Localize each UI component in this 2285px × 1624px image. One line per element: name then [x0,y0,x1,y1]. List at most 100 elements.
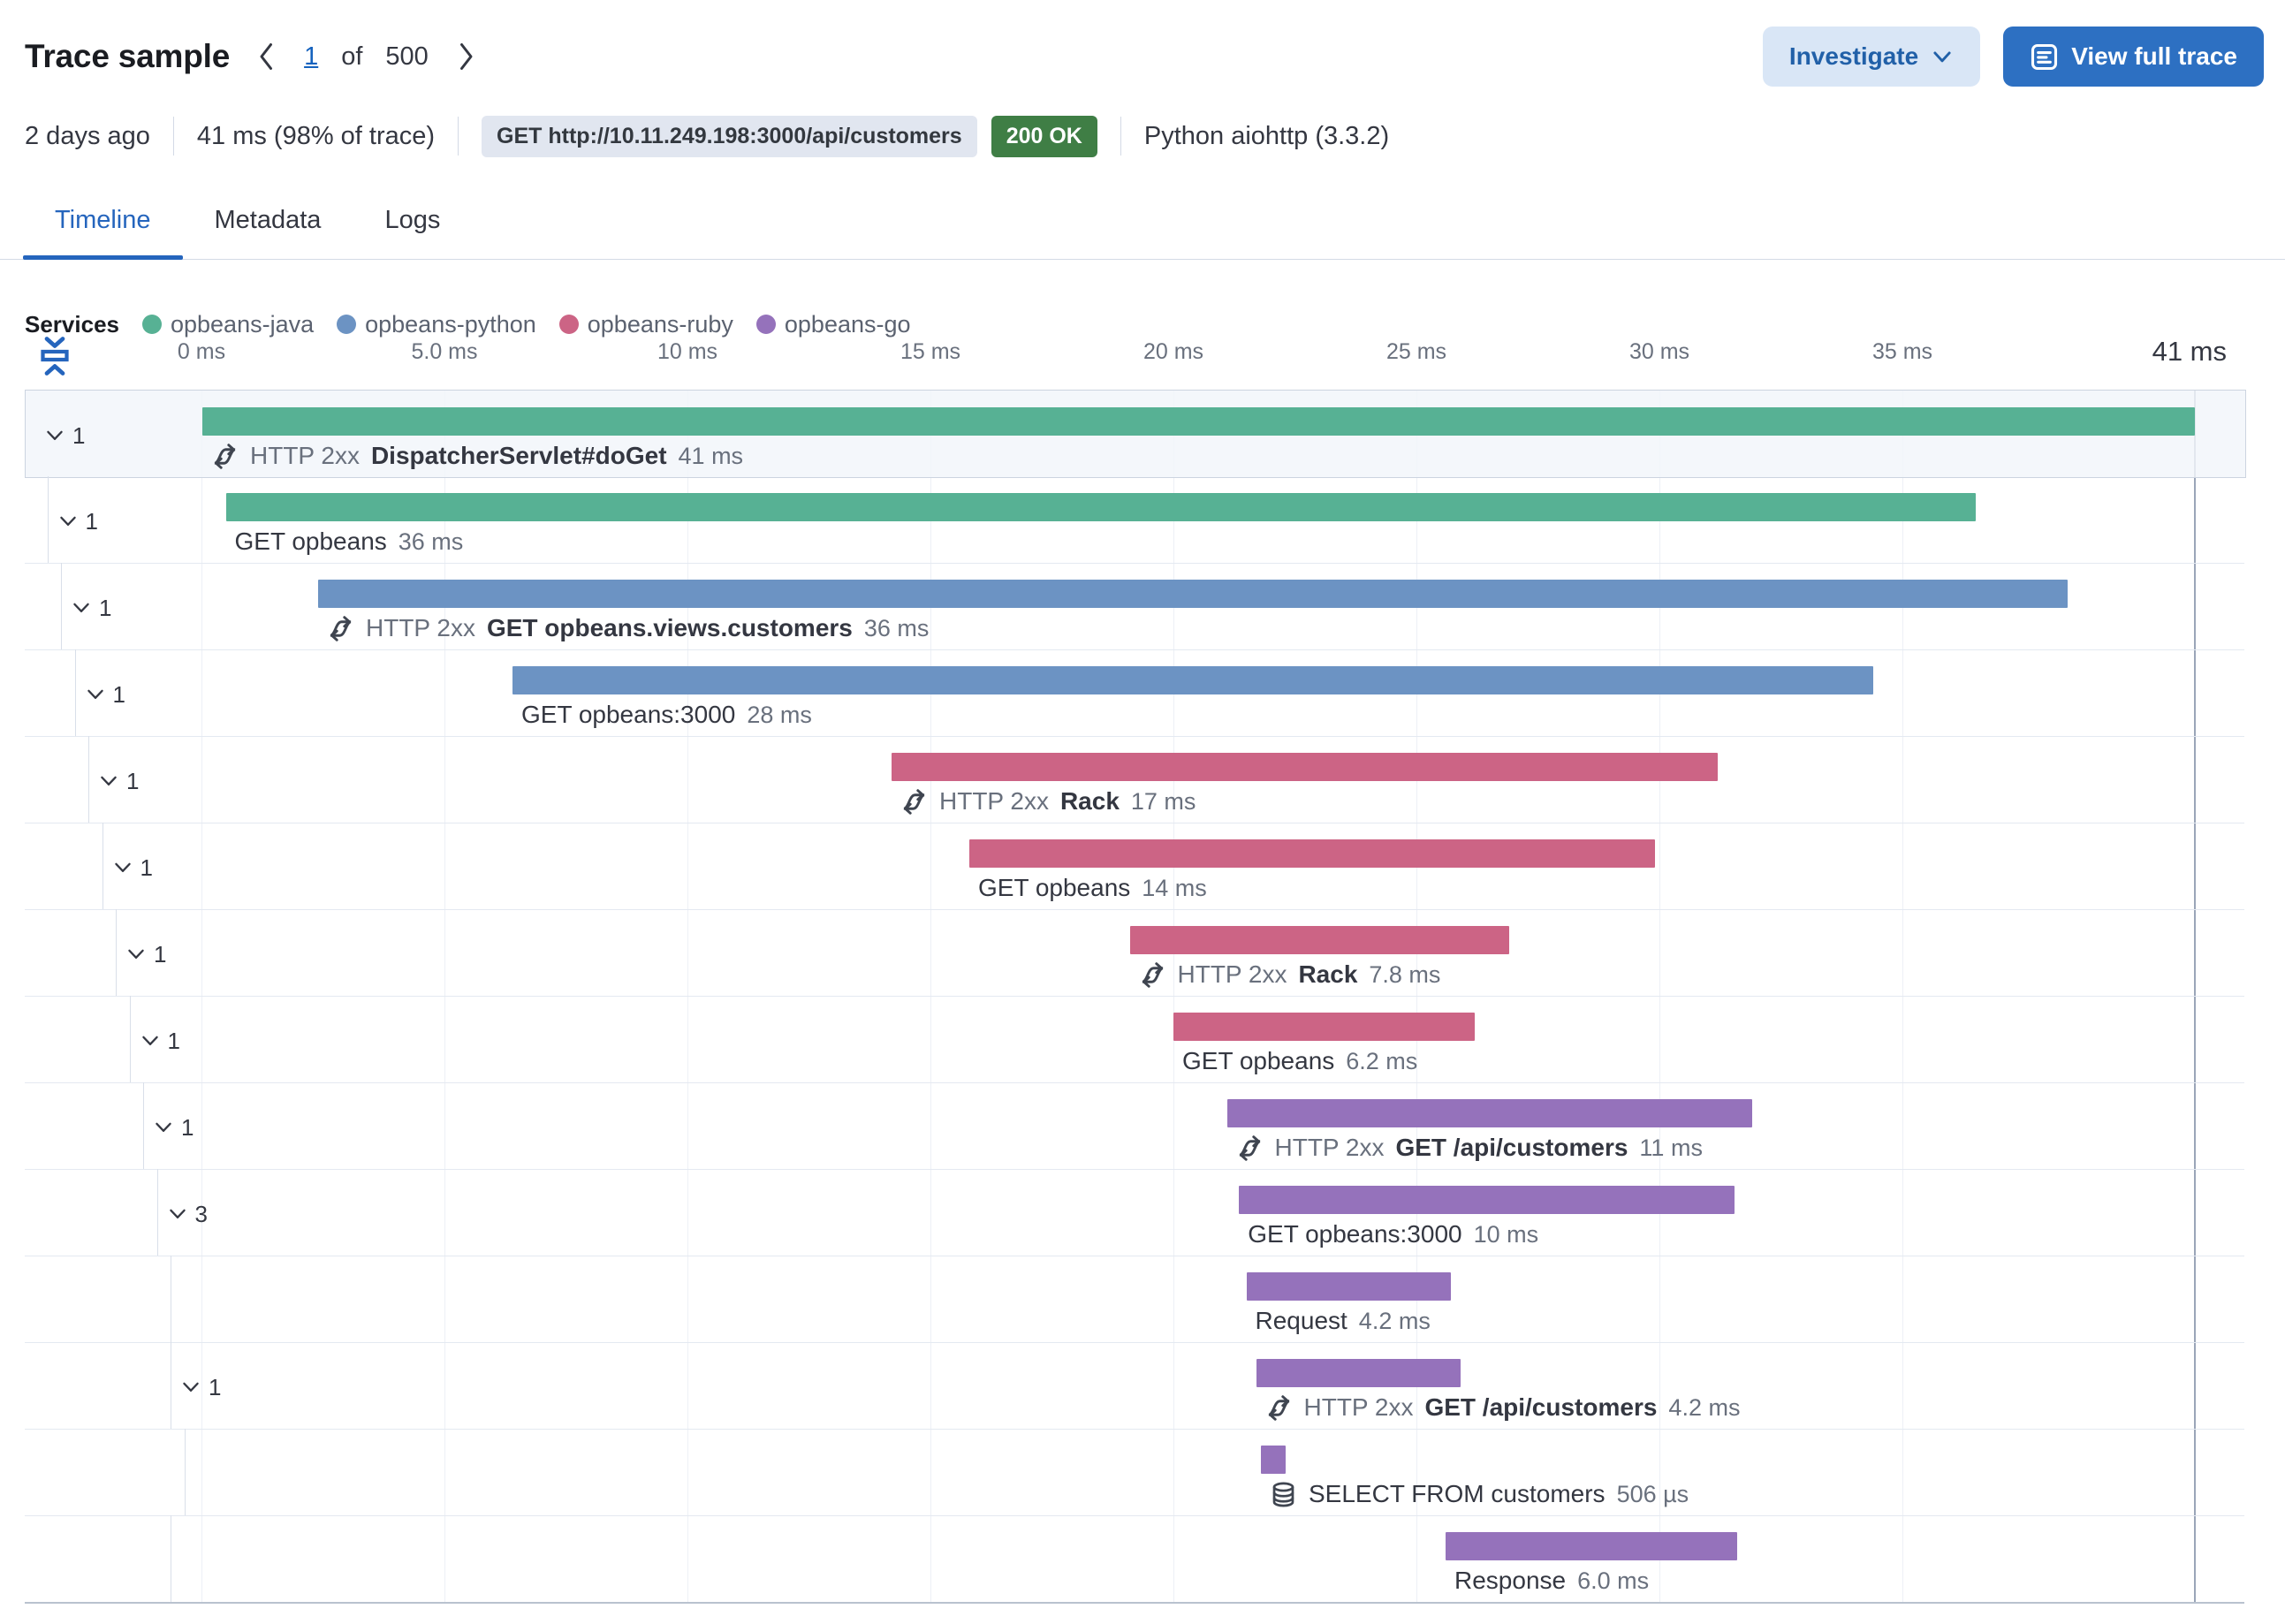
accordion-toggle[interactable]: 1 [86,676,125,713]
span-bar[interactable] [1226,1099,1752,1127]
span-label[interactable]: GET opbeans 36 ms [235,526,464,558]
pagination-current[interactable]: 1 [304,42,319,71]
transaction-merge-icon [1238,1135,1261,1161]
chevron-down-icon [59,516,76,527]
span-label[interactable]: HTTP 2xx Rack 17 ms [900,785,1196,817]
accordion-toggle[interactable]: 1 [72,589,111,626]
chevron-down-icon [101,776,117,786]
span-label[interactable]: GET opbeans 14 ms [978,872,1207,904]
transaction-merge-icon [903,788,925,815]
tab-timeline[interactable]: Timeline [23,182,183,260]
span-duration: 506 µs [1616,1480,1689,1507]
indent-guide [184,1429,186,1515]
span-label[interactable]: GET opbeans:3000 28 ms [521,699,812,731]
span-label[interactable]: HTTP 2xx GET /api/customers 11 ms [1236,1132,1703,1164]
trace-duration: 41 ms (98% of trace) [196,121,436,150]
span-name: GET opbeans [1182,1047,1335,1074]
indent-guide [156,1169,158,1256]
investigate-button[interactable]: Investigate [1762,27,1981,87]
span-bar[interactable] [969,839,1655,868]
accordion-toggle[interactable]: 1 [113,849,153,886]
tab-metadata[interactable]: Metadata [183,182,353,259]
accordion-toggle[interactable]: 1 [45,417,85,454]
accordion-toggle[interactable]: 1 [154,1109,194,1146]
span-bar[interactable] [1261,1446,1286,1474]
span-label[interactable]: SELECT FROM customers 506 µs [1270,1478,1689,1510]
legend-item-label: opbeans-java [170,310,315,338]
children-count: 1 [167,1027,180,1054]
span-bar[interactable] [318,580,2068,608]
span-label[interactable]: GET opbeans 6.2 ms [1182,1045,1417,1077]
status-code-badge: 200 OK [991,115,1097,157]
header: Trace sample 1 of 500 Investigate View [25,21,2264,92]
axis-tick: 0 ms [177,339,226,364]
span-bar[interactable] [1239,1186,1735,1214]
indent-guide [47,476,49,563]
span-bar[interactable] [892,753,1718,781]
axis-tick: 35 ms [1871,339,1933,364]
span-label[interactable]: GET opbeans:3000 10 ms [1248,1218,1538,1250]
accordion-toggle[interactable]: 1 [126,936,166,973]
transaction-result: HTTP 2xx [1274,1134,1385,1161]
span-label[interactable]: Request 4.2 ms [1256,1305,1431,1337]
accordion-toggle[interactable]: 1 [58,503,98,540]
accordion-toggle[interactable]: 1 [99,763,139,800]
span-label[interactable]: HTTP 2xx Rack 7.8 ms [1139,959,1440,990]
span-bar[interactable] [1256,1359,1461,1387]
children-count: 1 [99,594,112,621]
legend-item-label: opbeans-python [365,310,536,338]
time-axis: 41 ms 0 ms 5.0 ms 10 ms 15 ms 20 ms 25 ms 30 m… [0,332,2285,382]
span-bar[interactable] [202,407,2195,436]
chevron-left-icon [260,43,273,70]
accordion-toggle[interactable]: 3 [168,1195,208,1233]
span-label[interactable]: HTTP 2xx GET /api/customers 4.2 ms [1265,1392,1740,1423]
accordion-toggle[interactable]: 1 [140,1022,180,1059]
prev-trace-button[interactable] [253,37,281,76]
transaction-result: HTTP 2xx [939,787,1049,815]
span-bar[interactable] [1173,1013,1475,1041]
legend-item-label: opbeans-go [784,310,911,338]
axis-tick: 20 ms [1142,339,1204,364]
span-name: DispatcherServlet#doGet [370,442,667,469]
legend-item-opbeans-go: opbeans-go [755,310,911,338]
indent-guide [116,909,117,996]
indent-guide [74,649,76,736]
tab-logs[interactable]: Logs [353,182,472,259]
span-bar[interactable] [512,666,1873,694]
span-label[interactable]: HTTP 2xx GET opbeans.views.customers 36 ms [327,612,929,644]
chevron-down-icon [114,862,131,873]
pagination-total: 500 [385,42,429,71]
span-name: GET opbeans [978,874,1131,901]
waterfall-row: 1 HTTP 2xx Rack 7.8 ms [25,909,2244,997]
chevron-down-icon [73,603,89,613]
children-count: 1 [72,421,86,449]
waterfall-row: SELECT FROM customers 506 µs [25,1429,2244,1516]
span-name: GET opbeans.views.customers [486,614,853,641]
span-bar[interactable] [1246,1272,1451,1301]
axis-tick: 5.0 ms [411,339,478,364]
axis-tick: 10 ms [657,339,718,364]
waterfall-row: 3 GET opbeans:3000 10 ms [25,1169,2244,1256]
span-label[interactable]: HTTP 2xx DispatcherServlet#doGet 41 ms [211,440,743,472]
span-name: Response [1454,1567,1567,1594]
waterfall-row: 1 HTTP 2xx Rack 17 ms [25,736,2244,823]
transaction-merge-icon [1141,961,1164,988]
collapse-all-button[interactable] [35,336,74,378]
children-count: 1 [85,507,98,535]
agent-info: Python aiohttp (3.3.2) [1143,121,1390,150]
trace-summary: 2 days ago 41 ms (98% of trace) GET http… [25,113,1389,159]
transaction-merge-icon [214,443,236,469]
span-duration: 41 ms [678,442,744,469]
next-trace-button[interactable] [452,37,480,76]
legend-item-opbeans-ruby: opbeans-ruby [558,311,733,338]
accordion-toggle[interactable]: 1 [181,1369,221,1406]
trace-document-icon [2031,43,2058,70]
view-full-trace-button[interactable]: View full trace [2003,27,2264,87]
span-name: GET opbeans [234,527,387,555]
waterfall-row: 1 GET opbeans 6.2 ms [25,996,2244,1083]
span-bar[interactable] [1446,1532,1737,1560]
waterfall-row: 1 HTTP 2xx GET /api/customers 4.2 ms [25,1342,2244,1430]
span-label[interactable]: Response 6.0 ms [1454,1565,1649,1597]
span-bar[interactable] [225,493,1976,521]
span-bar[interactable] [1129,926,1509,954]
